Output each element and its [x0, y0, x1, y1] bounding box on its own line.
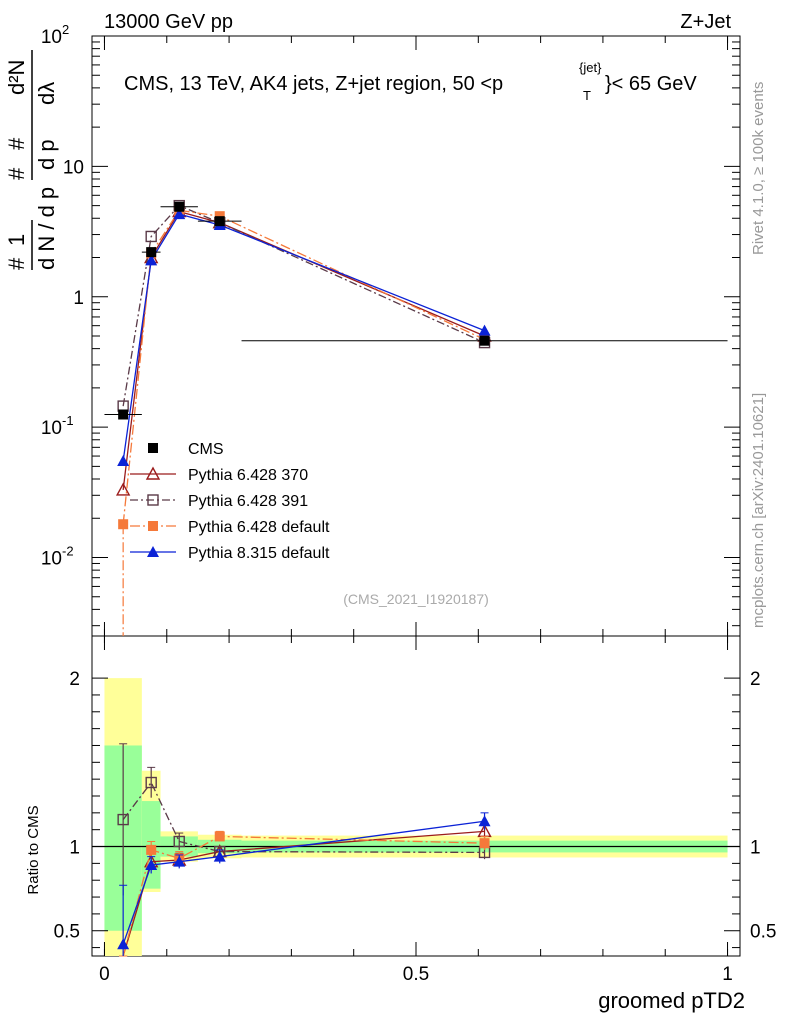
point-p8-2 — [173, 208, 186, 220]
ratio-tick-label-right: 1 — [750, 838, 761, 859]
ratio-plot — [117, 743, 492, 957]
ylabel-den3: dλ — [34, 82, 59, 105]
title-sup: {jet} — [579, 60, 602, 75]
ylabel-num2: 1 — [4, 234, 29, 246]
ratio-bands — [92, 678, 740, 956]
ratio-point-p8-2 — [173, 855, 186, 867]
ratio-ylabel: Ratio to CMS — [25, 805, 42, 894]
ratio-point-p6def-1 — [146, 844, 157, 855]
ratio-point-p391-2 — [173, 835, 185, 848]
legend-marker-p8 — [147, 546, 159, 557]
main-plot — [104, 199, 728, 636]
ratio-line-p391 — [122, 781, 485, 854]
y-tick-label: 1 — [73, 288, 84, 309]
ratio-point-p391-1 — [145, 776, 157, 789]
rivet-label: Rivet 4.1.0, ≥ 100k events — [750, 82, 767, 255]
y-axis-label: # 1 d N / d p # d²N # d p dλ — [4, 50, 59, 270]
point-p8-0 — [117, 454, 130, 466]
ratio-point-p8-0 — [117, 938, 130, 950]
legend-label-p8: Pythia 8.315 default — [188, 545, 330, 562]
y-tick-label: 10 — [63, 157, 84, 178]
y-tick-label-exp: -1 — [62, 413, 74, 428]
ylabel-num3: # — [4, 167, 29, 180]
y-tick-label-exp: -2 — [62, 544, 74, 559]
legend-marker-p391 — [147, 494, 159, 506]
header-left: 13000 GeV pp — [104, 11, 233, 33]
x-tick-label: 0.5 — [403, 964, 429, 985]
line-p8 — [122, 213, 485, 462]
ratio-tick-label-left: 0.5 — [54, 922, 80, 943]
analysis-tag: (CMS_2021_I1920187) — [343, 591, 489, 607]
ratio-point-p6def-3 — [214, 831, 225, 842]
legend-marker-p6def — [148, 521, 158, 531]
point-cms-0 — [118, 409, 129, 420]
legend-label-p391: Pythia 6.428 391 — [188, 493, 308, 510]
header-right: Z+Jet — [680, 11, 731, 33]
x-tick-label: 1 — [722, 964, 733, 985]
ylabel-num5: # — [4, 137, 29, 150]
ylabel-den2: d p — [34, 139, 59, 170]
mcplots-label: mcplots.cern.ch [arXiv:2401.10621] — [750, 393, 767, 628]
point-cms-4 — [479, 335, 490, 346]
line-p6def — [122, 209, 485, 525]
point-p8-1 — [145, 254, 158, 266]
point-p8-4 — [478, 324, 491, 336]
point-cms-3 — [214, 216, 225, 227]
point-p391-1 — [145, 230, 157, 243]
ratio-frame — [91, 635, 741, 957]
legend-label-cms: CMS — [188, 441, 224, 458]
legend-marker-p370 — [145, 466, 161, 480]
y-tick-label: 10 — [41, 549, 62, 570]
ratio-tick-label-left: 1 — [69, 838, 80, 859]
ratio-tick-label-left: 2 — [69, 669, 80, 690]
title-tail: }< 65 GeV — [605, 73, 697, 95]
y-tick-label: 10 — [41, 27, 62, 48]
line-p370 — [122, 210, 485, 490]
ratio-tick-label-right: 2 — [750, 669, 761, 690]
legend: CMS Pythia 6.428 370 Pythia 6.428 391 Pythi… — [130, 441, 330, 562]
ratio-point-p391-0 — [117, 813, 129, 826]
ylabel-den1: d N / d p — [34, 187, 59, 270]
ratio-point-p8-3 — [213, 850, 226, 862]
x-tick-label: 0 — [99, 964, 110, 985]
ylabel-num4: d²N — [4, 60, 29, 95]
title-main: CMS, 13 TeV, AK4 jets, Z+jet region, 50 … — [124, 73, 503, 95]
ratio-tick-label-right: 0.5 — [750, 922, 776, 943]
y-tick-label: 10 — [41, 418, 62, 439]
ylabel-num1: # — [4, 257, 29, 270]
ratio-point-p8-1 — [145, 859, 158, 871]
point-cms-1 — [146, 247, 157, 258]
x-axis-label: groomed pTD2 — [598, 988, 745, 1013]
point-cms-2 — [174, 201, 185, 212]
legend-label-p6def: Pythia 6.428 default — [188, 519, 330, 536]
y-tick-label-exp: 2 — [62, 22, 69, 37]
title-sub: T — [583, 88, 591, 103]
point-p370-0 — [115, 482, 131, 496]
line-p391 — [122, 204, 485, 407]
ratio-point-p6def-4 — [479, 838, 490, 849]
ratio-point-p8-4 — [478, 815, 491, 827]
legend-label-p370: Pythia 6.428 370 — [188, 467, 308, 484]
chart-title: CMS, 13 TeV, AK4 jets, Z+jet region, 50 … — [124, 60, 697, 103]
legend-marker-cms — [148, 443, 158, 453]
